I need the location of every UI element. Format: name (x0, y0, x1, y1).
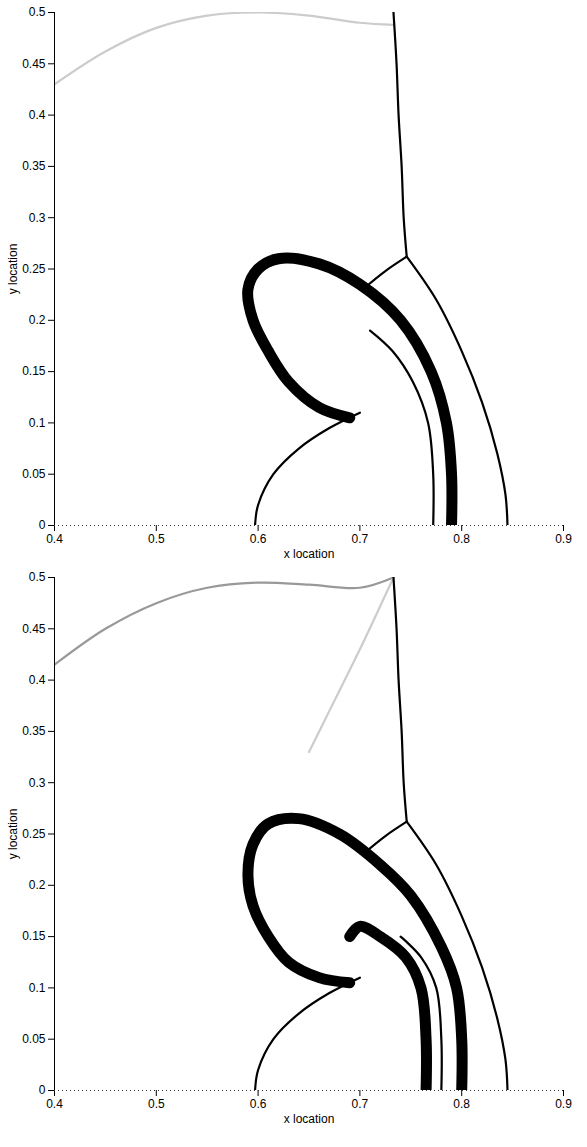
svg-text:0.15: 0.15 (22, 929, 46, 943)
svg-text:0.5: 0.5 (148, 1097, 165, 1111)
svg-text:0.2: 0.2 (29, 313, 46, 327)
svg-text:0.35: 0.35 (22, 159, 46, 173)
svg-text:0.05: 0.05 (22, 1032, 46, 1046)
svg-text:0.1: 0.1 (29, 981, 46, 995)
svg-text:0.45: 0.45 (22, 622, 46, 636)
svg-text:0.6: 0.6 (250, 532, 267, 546)
svg-text:x location: x location (284, 1112, 335, 1126)
svg-text:0.45: 0.45 (22, 57, 46, 71)
svg-text:0.8: 0.8 (453, 532, 470, 546)
svg-text:0.05: 0.05 (22, 467, 46, 481)
svg-text:0.6: 0.6 (250, 1097, 267, 1111)
svg-text:0.8: 0.8 (453, 1097, 470, 1111)
svg-text:0.4: 0.4 (46, 1097, 63, 1111)
svg-text:0: 0 (39, 518, 46, 532)
svg-text:0.9: 0.9 (555, 532, 572, 546)
svg-text:0.7: 0.7 (352, 1097, 369, 1111)
svg-text:y location: y location (6, 244, 20, 295)
svg-text:0.4: 0.4 (29, 673, 46, 687)
svg-text:0.25: 0.25 (22, 827, 46, 841)
svg-text:0.15: 0.15 (22, 364, 46, 378)
svg-text:0.3: 0.3 (29, 776, 46, 790)
svg-text:0.9: 0.9 (555, 1097, 572, 1111)
svg-text:0.25: 0.25 (22, 262, 46, 276)
svg-text:0: 0 (39, 1083, 46, 1097)
svg-text:y location: y location (6, 809, 20, 860)
svg-text:0.7: 0.7 (352, 532, 369, 546)
svg-text:0.4: 0.4 (29, 108, 46, 122)
svg-text:0.5: 0.5 (148, 532, 165, 546)
svg-text:0.3: 0.3 (29, 211, 46, 225)
svg-text:0.5: 0.5 (29, 570, 46, 584)
svg-text:x location: x location (284, 547, 335, 561)
svg-text:0.4: 0.4 (46, 532, 63, 546)
svg-text:0.1: 0.1 (29, 416, 46, 430)
svg-text:0.2: 0.2 (29, 878, 46, 892)
svg-text:0.35: 0.35 (22, 724, 46, 738)
svg-text:0.5: 0.5 (29, 5, 46, 19)
